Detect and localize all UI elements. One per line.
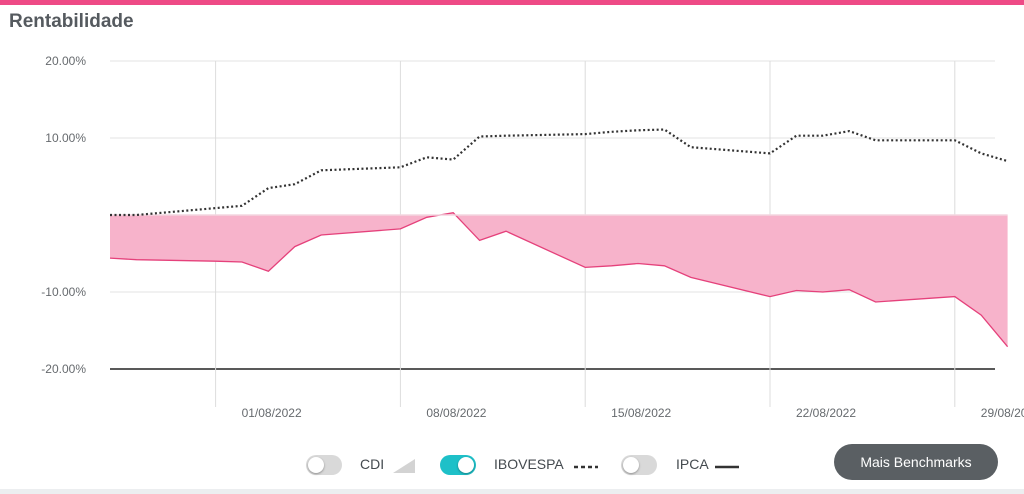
y-tick-label: 10.00% (45, 131, 86, 145)
bottom-divider (0, 489, 1024, 494)
legend-label-cdi: CDI (360, 456, 385, 472)
top-accent-bar (0, 0, 1024, 5)
legend: CDI IBOVESPA IPCA (0, 453, 1024, 479)
legend-label-ibovespa: IBOVESPA (494, 456, 564, 472)
x-tick-label: 22/08/2022 (796, 406, 856, 420)
x-tick-label: 01/08/2022 (242, 406, 302, 420)
legend-label-ipca: IPCA (676, 456, 709, 472)
toggle-knob (308, 457, 324, 473)
series-cdi-area (110, 212, 1008, 347)
series-cdi-line (109, 211, 1009, 348)
rentabilidade-chart: 20.00% 10.00% -10.00% -20.00% 01/08/2022 08/0… (41, 54, 1024, 420)
series-layer (109, 128, 1009, 348)
x-tick-label: 29/08/2022 (981, 406, 1024, 420)
x-tick-label: 08/08/2022 (426, 406, 486, 420)
area-swatch-icon (393, 459, 415, 473)
ipca-toggle[interactable] (621, 455, 657, 475)
toggle-knob (623, 457, 639, 473)
page-title: Rentabilidade (9, 11, 134, 32)
solid-line-icon (715, 465, 739, 469)
series-ibovespa-line (110, 128, 1008, 217)
cdi-toggle[interactable] (306, 455, 342, 475)
mais-benchmarks-button[interactable]: Mais Benchmarks (834, 444, 998, 480)
ibovespa-toggle[interactable] (440, 455, 476, 475)
y-tick-label: -20.00% (41, 362, 86, 376)
y-tick-label: -10.00% (41, 285, 86, 299)
axis-labels: 20.00% 10.00% -10.00% -20.00% 01/08/2022 08/0… (41, 54, 1024, 420)
y-tick-label: 20.00% (45, 54, 86, 68)
dashed-line-icon (574, 465, 598, 469)
x-tick-label: 15/08/2022 (611, 406, 671, 420)
toggle-knob (458, 457, 474, 473)
